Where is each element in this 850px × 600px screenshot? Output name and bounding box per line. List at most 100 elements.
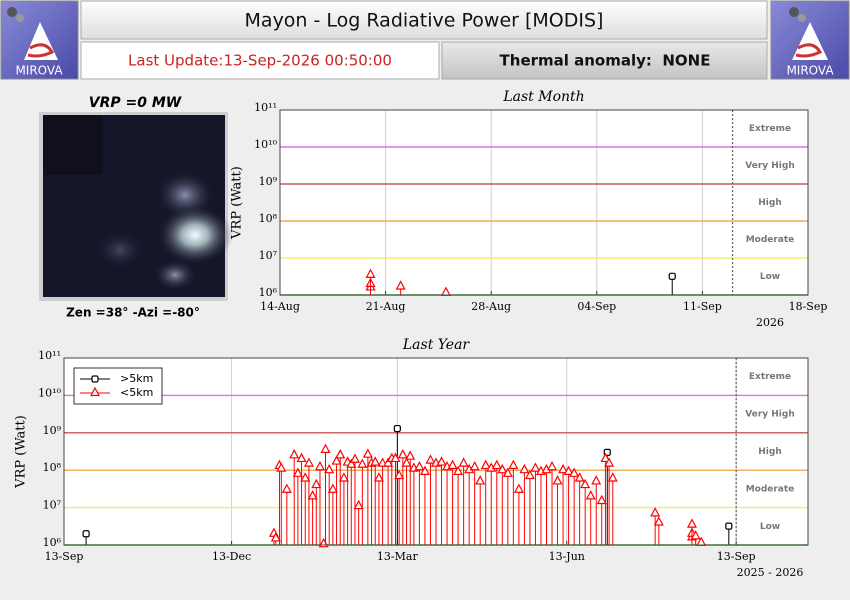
level-label: Very High: [745, 410, 794, 420]
stem-point: [469, 460, 480, 545]
stem-point: [603, 448, 611, 545]
y-tick-label: 10⁸: [43, 461, 62, 474]
triangle-marker: [370, 456, 381, 466]
x-tick-label: 14-Aug: [260, 300, 300, 313]
triangle-marker: [596, 494, 607, 505]
y-axis-label: VRP (Watt): [230, 166, 245, 240]
triangle-marker: [604, 457, 615, 467]
x-tick-label: 13-Dec: [212, 550, 251, 563]
stem-point: [362, 448, 373, 545]
stem-point: [604, 457, 615, 545]
triangle-marker: [574, 472, 585, 482]
stem-point: [436, 456, 447, 545]
stem-point: [458, 457, 469, 545]
stem-point: [686, 518, 697, 545]
x-tick-label: 13-Jun: [549, 550, 585, 563]
triangle-marker: [414, 460, 425, 471]
logo-text: MIROVA: [786, 64, 834, 78]
plot-frame: [63, 357, 809, 546]
square-marker: [725, 522, 733, 530]
stem-point: [475, 475, 486, 545]
stem-point: [270, 532, 281, 545]
x-axis-label: 2025 - 2026: [737, 566, 804, 579]
x-tick-label: 21-Aug: [366, 300, 406, 313]
triangle-marker: [475, 475, 486, 485]
legend-label: <5km: [120, 386, 153, 399]
level-label: High: [758, 198, 781, 208]
stem-point: [530, 462, 541, 545]
triangle-marker: [405, 450, 416, 460]
triangle-marker: [519, 463, 530, 474]
triangle-marker: [331, 455, 342, 465]
stem-point: [314, 460, 325, 545]
stem-point: [311, 478, 322, 545]
stem-point: [607, 472, 618, 545]
triangle-marker: [607, 472, 618, 482]
page-title: Mayon - Log Radiative Power [MODIS]: [245, 10, 604, 32]
stem-point: [580, 478, 591, 545]
triangle-marker: [480, 459, 491, 470]
stem-point: [370, 456, 381, 545]
triangle-marker: [508, 459, 519, 470]
triangle-marker: [292, 467, 303, 477]
triangle-marker: [335, 449, 346, 459]
triangle-marker: [585, 490, 596, 500]
update-box: [80, 41, 440, 80]
stem-point: [353, 499, 364, 545]
triangle-marker: [591, 475, 602, 485]
triangle-marker: [530, 462, 541, 472]
triangle-marker: [425, 454, 436, 464]
triangle-marker: [397, 449, 408, 459]
y-tick-label: 10⁹: [259, 175, 278, 188]
y-tick-label: 10¹¹: [254, 101, 277, 114]
triangle-marker: [447, 459, 458, 470]
triangle-marker: [563, 465, 574, 476]
triangle-marker: [300, 472, 311, 482]
stem-point: [519, 463, 530, 545]
stem-point: [447, 459, 458, 545]
triangle-marker: [373, 472, 384, 482]
stem-point: [547, 460, 558, 545]
stem-point: [690, 530, 701, 545]
triangle-marker: [349, 453, 360, 463]
triangle-marker: [513, 483, 524, 493]
x-tick-label: 11-Sep: [683, 300, 722, 313]
stem-point: [292, 467, 303, 545]
stem-point: [502, 467, 513, 545]
triangle-marker: [296, 452, 307, 463]
triangle-marker: [314, 460, 325, 471]
chart-title: Last Month: [502, 89, 584, 105]
triangle-marker: [686, 518, 697, 528]
triangle-marker: [327, 483, 338, 493]
level-label: Extreme: [749, 124, 791, 134]
stem-point: [591, 475, 602, 545]
plot-frame: [279, 109, 809, 296]
stem-point: [303, 457, 314, 545]
x-tick-label: 18-Sep: [789, 300, 828, 313]
square-marker: [91, 375, 99, 383]
stem-point: [324, 463, 335, 545]
stem-point: [373, 472, 384, 545]
square-marker: [82, 530, 90, 538]
level-label: Very High: [745, 161, 794, 171]
y-tick-label: 10⁷: [259, 249, 278, 262]
stem-point: [307, 490, 318, 545]
triangle-marker: [547, 460, 558, 471]
triangle-marker: [395, 280, 406, 290]
vrp-label: VRP =0 MW: [89, 95, 182, 111]
level-label: Low: [760, 272, 780, 282]
stem-point: [276, 462, 287, 545]
stem-point: [365, 268, 376, 295]
thermal-anomaly: Thermal anomaly: NONE: [500, 52, 711, 70]
satellite-thumbnail: [39, 112, 233, 301]
triangle-marker: [353, 499, 364, 510]
stem-point: [596, 494, 607, 545]
stem-point: [320, 443, 331, 545]
stem-point: [401, 457, 412, 545]
y-tick-label: 10⁶: [259, 286, 278, 299]
stem-point: [357, 458, 368, 545]
stem-point: [390, 452, 401, 545]
triangle-marker: [289, 449, 300, 459]
stem-point: [349, 453, 360, 545]
y-tick-label: 10¹⁰: [38, 386, 61, 399]
